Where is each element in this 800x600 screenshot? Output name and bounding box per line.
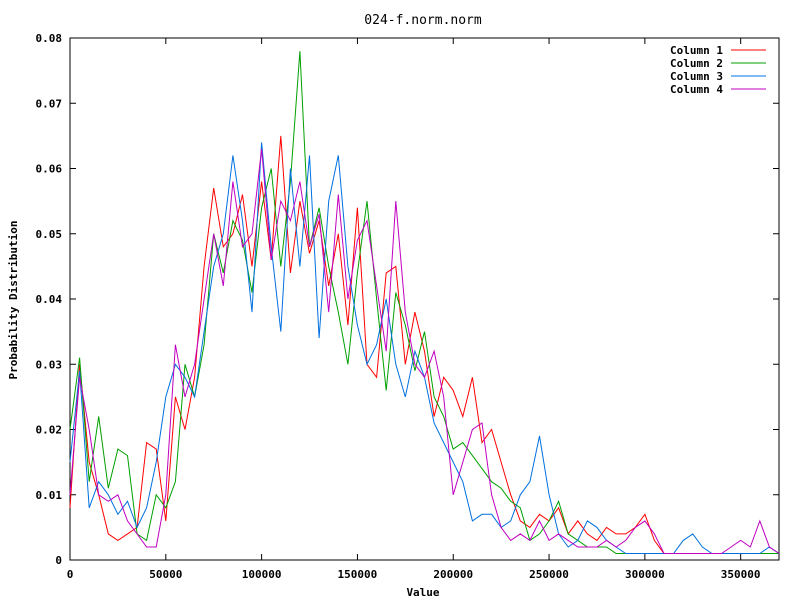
y-tick-label: 0.03	[36, 358, 63, 371]
y-tick-label: 0.02	[36, 424, 63, 437]
x-tick-label: 300000	[625, 568, 665, 581]
axes: 0 50000 100000 150000 200000 250000 300000 3500…	[36, 32, 779, 581]
series-lines	[69, 51, 780, 554]
y-tick-label: 0.08	[36, 32, 63, 45]
x-tick-label: 250000	[529, 568, 569, 581]
legend-label-column-1: Column 1	[670, 44, 723, 57]
x-tick-label: 0	[67, 568, 74, 581]
x-tick-label: 350000	[721, 568, 761, 581]
series-line-column-4	[69, 148, 780, 554]
y-tick-label: 0	[55, 554, 62, 567]
x-axis-label: Value	[406, 586, 439, 599]
legend-label-column-3: Column 3	[670, 70, 723, 83]
series-line-column-1	[69, 135, 779, 554]
x-tick-label: 150000	[338, 568, 378, 581]
x-tick-label: 100000	[242, 568, 282, 581]
y-axis-label: Probability Distribution	[7, 221, 20, 380]
y-tick-label: 0.06	[36, 163, 63, 176]
x-tick-label: 50000	[149, 568, 182, 581]
y-tick-label: 0.04	[36, 293, 63, 306]
legend-label-column-4: Column 4	[670, 83, 723, 96]
chart-title: 024-f.norm.norm	[364, 13, 482, 28]
y-tick-label: 0.07	[36, 97, 63, 110]
legend-label-column-2: Column 2	[670, 57, 723, 70]
y-tick-label: 0.05	[36, 228, 63, 241]
x-tick-label: 200000	[433, 568, 473, 581]
y-tick-label: 0.01	[36, 489, 63, 502]
